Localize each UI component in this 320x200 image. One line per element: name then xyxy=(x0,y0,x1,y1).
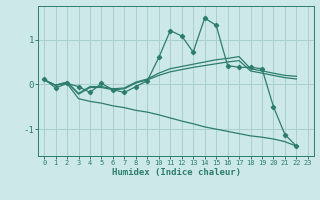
X-axis label: Humidex (Indice chaleur): Humidex (Indice chaleur) xyxy=(111,168,241,177)
